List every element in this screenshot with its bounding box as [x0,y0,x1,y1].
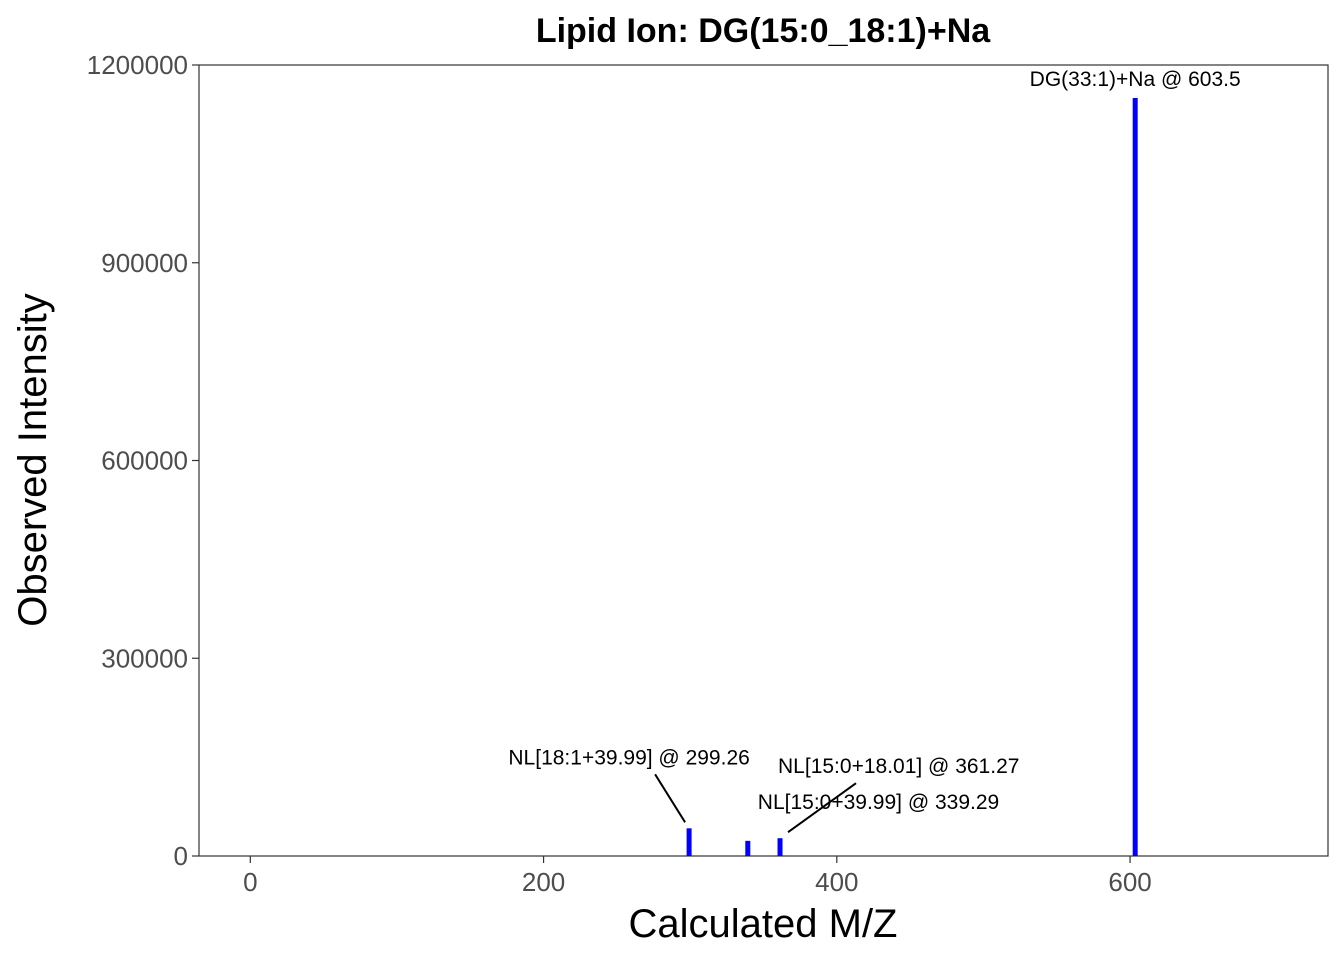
plot-panel [198,64,1329,857]
x-tick-label: 600 [1108,867,1151,897]
y-tick-label: 300000 [101,643,188,673]
x-tick-label: 400 [815,867,858,897]
x-tick-label: 200 [522,867,565,897]
y-axis: 0 300000 600000 900000 1200000 [87,50,199,871]
x-tick-label: 0 [243,867,257,897]
peak-label: DG(33:1)+Na @ 603.5 [1030,68,1241,91]
bar-series [686,97,1138,856]
leader-line [787,782,857,834]
y-tick-label: 1200000 [87,50,188,80]
y-axis-title: Observed Intensity [11,293,55,627]
y-tick-label: 600000 [101,446,188,476]
peak-label: NL[15:0+39.99] @ 339.29 [758,791,999,814]
peak-labels: NL[18:1+39.99] @ 299.26 NL[15:0+39.99] @ … [508,68,1241,834]
y-tick-label: 0 [174,841,188,871]
y-tick-label: 900000 [101,248,188,278]
peak-label: NL[15:0+18.01] @ 361.27 [778,755,1019,778]
peak-label: NL[18:1+39.99] @ 299.26 [508,746,749,769]
x-axis-title: Calculated M/Z [629,902,898,946]
leader-line [654,773,686,823]
chart-title: Lipid Ion: DG(15:0_18:1)+Na [536,12,991,50]
x-axis: 0 200 400 600 [243,856,1152,897]
